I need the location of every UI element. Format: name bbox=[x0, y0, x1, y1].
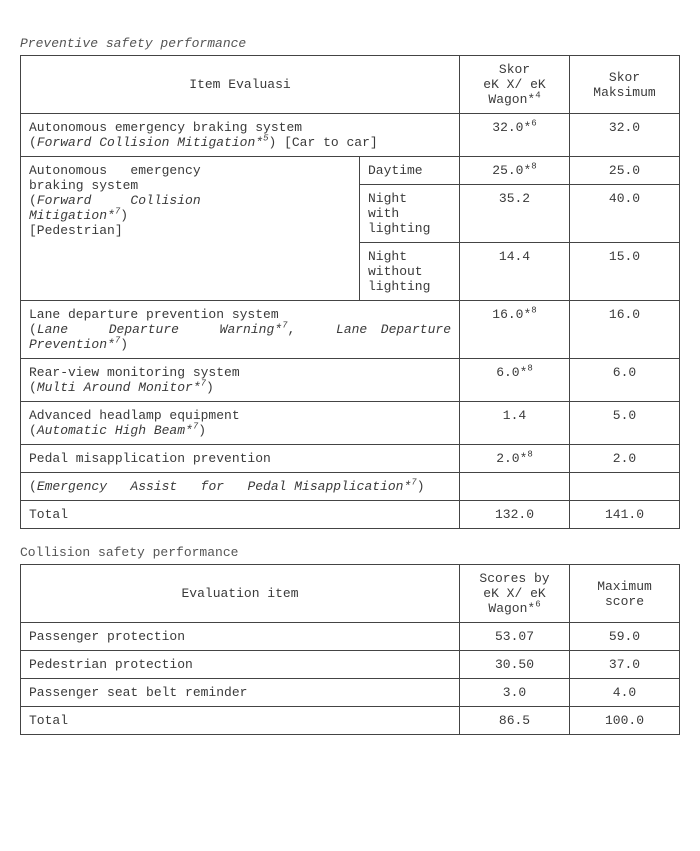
row-score: 25.0*8 bbox=[460, 157, 570, 185]
row-label: Advanced headlamp equipment (Automatic H… bbox=[21, 402, 460, 445]
table-row: Pedal misapplication prevention 2.0*8 2.… bbox=[21, 445, 680, 473]
row-max: 32.0 bbox=[570, 114, 680, 157]
table-row-total: Total 132.0 141.0 bbox=[21, 501, 680, 529]
table-row: Autonomous emergency braking system (For… bbox=[21, 114, 680, 157]
row-score bbox=[460, 473, 570, 501]
row-score: 16.0*8 bbox=[460, 301, 570, 359]
table1-title: Preventive safety performance bbox=[20, 36, 680, 51]
row-max: 5.0 bbox=[570, 402, 680, 445]
row-max: 6.0 bbox=[570, 359, 680, 402]
row-max: 40.0 bbox=[570, 185, 680, 243]
collision-safety-table: Evaluation item Scores by eK X/ eK Wagon… bbox=[20, 564, 680, 735]
condition: Daytime bbox=[359, 157, 459, 185]
row-label: Pedal misapplication prevention bbox=[21, 445, 460, 473]
table-row: Passenger protection 53.07 59.0 bbox=[21, 623, 680, 651]
row-max: 16.0 bbox=[570, 301, 680, 359]
table-row-total: Total 86.5 100.0 bbox=[21, 707, 680, 735]
table-row: Pedestrian protection 30.50 37.0 bbox=[21, 651, 680, 679]
condition: Night with lighting bbox=[359, 185, 459, 243]
row-label: Passenger protection bbox=[21, 623, 460, 651]
row-score: 86.5 bbox=[460, 707, 570, 735]
row-max: 37.0 bbox=[570, 651, 680, 679]
table2-title: Collision safety performance bbox=[20, 545, 680, 560]
row-max: 59.0 bbox=[570, 623, 680, 651]
row-score: 1.4 bbox=[460, 402, 570, 445]
table-header-row: Evaluation item Scores by eK X/ eK Wagon… bbox=[21, 565, 680, 623]
col-item: Evaluation item bbox=[21, 565, 460, 623]
row-score: 132.0 bbox=[460, 501, 570, 529]
row-max: 25.0 bbox=[570, 157, 680, 185]
row-max: 100.0 bbox=[570, 707, 680, 735]
row-label: Lane departure prevention system (Lane D… bbox=[21, 301, 460, 359]
row-score: 35.2 bbox=[460, 185, 570, 243]
table-row: Autonomous emergency braking system (For… bbox=[21, 157, 680, 185]
row-score: 32.0*6 bbox=[460, 114, 570, 157]
row-score: 6.0*8 bbox=[460, 359, 570, 402]
row-score: 2.0*8 bbox=[460, 445, 570, 473]
col-max: Maximum score bbox=[570, 565, 680, 623]
table-row: Passenger seat belt reminder 3.0 4.0 bbox=[21, 679, 680, 707]
row-max: 141.0 bbox=[570, 501, 680, 529]
row-label: Total bbox=[21, 501, 460, 529]
row-max: 4.0 bbox=[570, 679, 680, 707]
row-max bbox=[570, 473, 680, 501]
row-label: Pedestrian protection bbox=[21, 651, 460, 679]
row-score: 14.4 bbox=[460, 243, 570, 301]
table-row: Lane departure prevention system (Lane D… bbox=[21, 301, 680, 359]
row-score: 53.07 bbox=[460, 623, 570, 651]
row-label: Autonomous emergency braking system (For… bbox=[21, 114, 460, 157]
row-max: 2.0 bbox=[570, 445, 680, 473]
condition: Night without lighting bbox=[359, 243, 459, 301]
preventive-safety-table: Item Evaluasi Skor eK X/ eK Wagon*4 Skor… bbox=[20, 55, 680, 529]
row-score: 3.0 bbox=[460, 679, 570, 707]
col-max: Skor Maksimum bbox=[570, 56, 680, 114]
row-label: Passenger seat belt reminder bbox=[21, 679, 460, 707]
row-score: 30.50 bbox=[460, 651, 570, 679]
table-row: Rear-view monitoring system (Multi Aroun… bbox=[21, 359, 680, 402]
row-label: (Emergency Assist for Pedal Misapplicati… bbox=[21, 473, 460, 501]
col-score: Scores by eK X/ eK Wagon*6 bbox=[460, 565, 570, 623]
row-label: Autonomous emergency braking system (For… bbox=[21, 157, 360, 301]
table-header-row: Item Evaluasi Skor eK X/ eK Wagon*4 Skor… bbox=[21, 56, 680, 114]
row-label: Rear-view monitoring system (Multi Aroun… bbox=[21, 359, 460, 402]
row-max: 15.0 bbox=[570, 243, 680, 301]
row-label: Total bbox=[21, 707, 460, 735]
table-row: (Emergency Assist for Pedal Misapplicati… bbox=[21, 473, 680, 501]
col-item: Item Evaluasi bbox=[21, 56, 460, 114]
col-score: Skor eK X/ eK Wagon*4 bbox=[460, 56, 570, 114]
table-row: Advanced headlamp equipment (Automatic H… bbox=[21, 402, 680, 445]
